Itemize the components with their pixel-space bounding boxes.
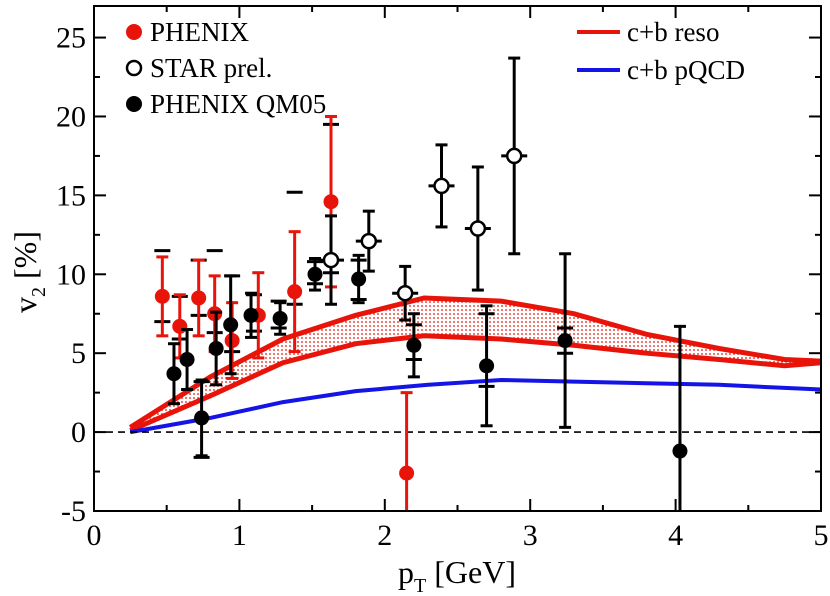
x-axis-title: pT [GeV] [398,554,516,596]
phenix-qm05-point [351,271,367,287]
phenix-qm05-point [272,310,288,326]
y-tick-label: 15 [56,179,86,212]
x-tick-label: 1 [232,519,247,552]
y-tick-label: 0 [71,416,86,449]
legend-marker-open [125,59,143,77]
phenix-qm05-point [208,340,224,356]
phenix-point [154,288,170,304]
legend-marker-filled [126,96,142,112]
legend-label: STAR prel. [150,53,272,83]
phenix-point [191,290,207,306]
data-marks [154,56,688,511]
legend-marker-filled [126,24,142,40]
phenix-qm05-point [166,366,182,382]
legend-curves: c+b reso c+b pQCD [577,17,745,85]
y-tick-label: -5 [61,495,86,528]
legend-label: PHENIX QM05 [150,89,326,119]
phenix-point [323,194,339,210]
phenix-point [287,284,303,300]
y-tick-label: 25 [56,22,86,55]
phenix-qm05-point [557,333,573,349]
phenix-qm05-point [223,317,239,333]
phenix-qm05-point [406,337,422,353]
star-prel-point [433,177,450,195]
phenix-qm05-point [194,410,210,426]
phenix-point [172,318,188,334]
x-tick-label: 0 [87,519,102,552]
phenix-qm05-point [307,266,323,282]
phenix-qm05-point [243,307,259,323]
phenix-point [399,465,415,481]
legend-label: c+b reso [627,17,719,47]
star-prel-point [322,251,340,269]
x-tick-label: 3 [523,519,538,552]
phenix-qm05-point [179,352,195,367]
legend-markers: PHENIX STAR prel. PHENIX QM05 [125,17,326,119]
y-tick-label: 10 [56,258,86,291]
y-tick-label: 5 [71,337,86,370]
x-tick-label: 5 [814,519,829,552]
pqcd-curve [129,377,822,435]
phenix-qm05-point [672,443,688,459]
y-axis-title: v2 [%] [7,231,50,313]
x-tick-label: 2 [377,519,392,552]
reso-band-lower-line [129,333,822,433]
star-prel-point [505,147,523,165]
star-prel-point [469,220,487,237]
reso-band-fill [130,298,822,431]
phenix-qm05-point [479,358,495,374]
star-prel-point [396,284,414,302]
legend-label: c+b pQCD [627,55,745,85]
star-prel-point [360,232,378,250]
y-tick-label: 20 [56,100,86,133]
legend-label: PHENIX [150,17,249,47]
x-tick-label: 4 [668,519,683,552]
